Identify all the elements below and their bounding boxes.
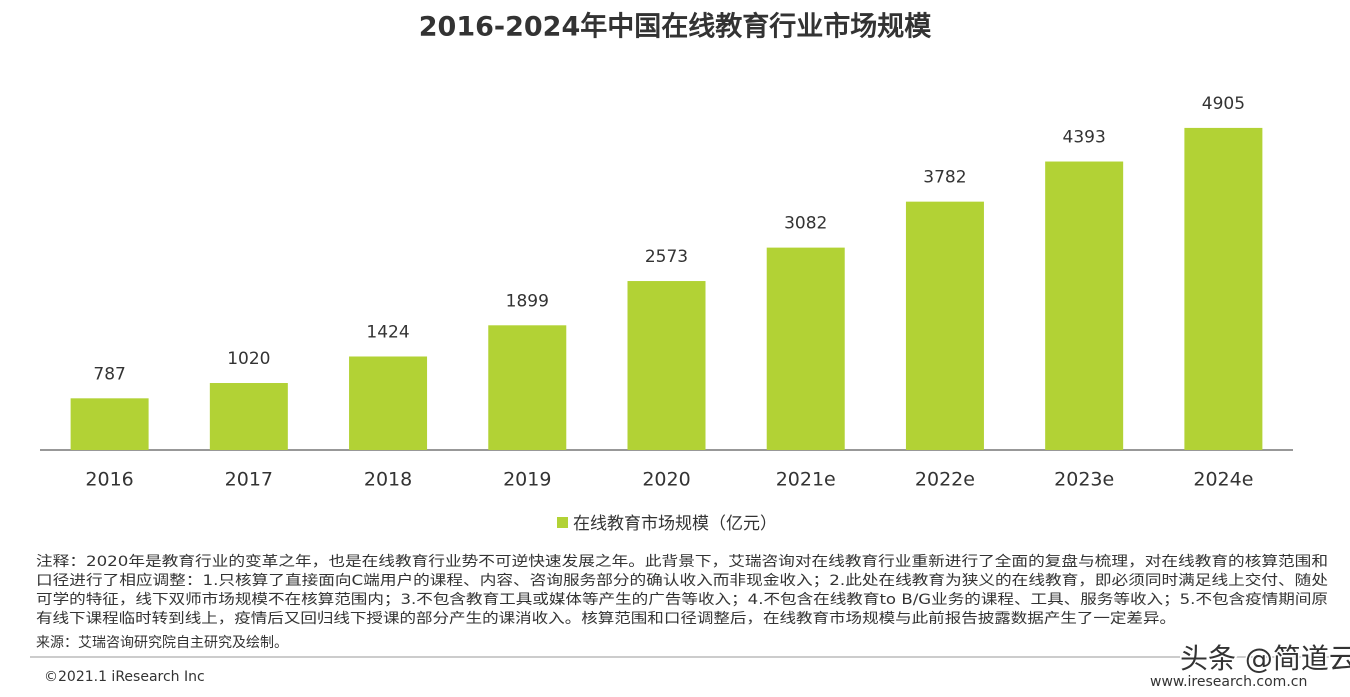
x-tick-label: 2019	[503, 469, 551, 491]
watermark: 头条 @简道云	[1180, 642, 1350, 675]
x-tick-label: 2018	[364, 469, 412, 491]
data-label: 1424	[366, 322, 409, 342]
data-label: 3082	[784, 214, 827, 234]
note: 有线下课程临时转到线上，疫情后又回归线下授课的部分产生的课消收入。核算范围和口径…	[36, 610, 1176, 627]
bar	[70, 398, 149, 450]
bar	[488, 325, 567, 450]
legend-swatch	[557, 517, 568, 528]
bar	[1045, 161, 1124, 450]
bar	[627, 281, 706, 450]
bar	[1184, 127, 1263, 450]
x-tick-label: 2023e	[1054, 469, 1114, 491]
bar	[209, 383, 288, 450]
chart-title: 2016-2024年中国在线教育行业市场规模	[419, 11, 932, 43]
data-label: 2573	[645, 247, 688, 267]
bar	[766, 247, 845, 450]
note: 可学的特征，线下双师市场规模不在核算范围内；3.不包含教育工具或媒体等产生的广告…	[36, 591, 1328, 608]
source: 来源：艾瑞咨询研究院自主研究及绘制。	[36, 635, 288, 651]
note: 口径进行了相应调整：1.只核算了直接面向C端用户的课程、内容、咨询服务部分的确认…	[36, 572, 1328, 589]
legend-label: 在线教育市场规模（亿元）	[573, 514, 777, 534]
x-tick-label: 2021e	[776, 469, 836, 491]
x-tick-label: 2024e	[1193, 469, 1253, 491]
x-tick-label: 2017	[225, 469, 273, 491]
bar	[349, 356, 428, 450]
copyright: ©2021.1 iResearch Inc	[44, 669, 205, 685]
data-label: 4905	[1202, 94, 1245, 114]
data-label: 1899	[506, 291, 549, 311]
data-label: 3782	[923, 168, 966, 188]
data-label: 4393	[1063, 128, 1106, 148]
x-tick-label: 2022e	[915, 469, 975, 491]
website: www.iresearch.com.cn	[1150, 674, 1307, 690]
x-tick-label: 2016	[85, 469, 133, 491]
x-tick-label: 2020	[642, 469, 690, 491]
data-label: 787	[93, 364, 125, 384]
data-label: 1020	[227, 349, 270, 369]
note: 注释：2020年是教育行业的变革之年，也是在线教育行业势不可逆快速发展之年。此背…	[36, 553, 1328, 570]
bar	[905, 201, 984, 450]
